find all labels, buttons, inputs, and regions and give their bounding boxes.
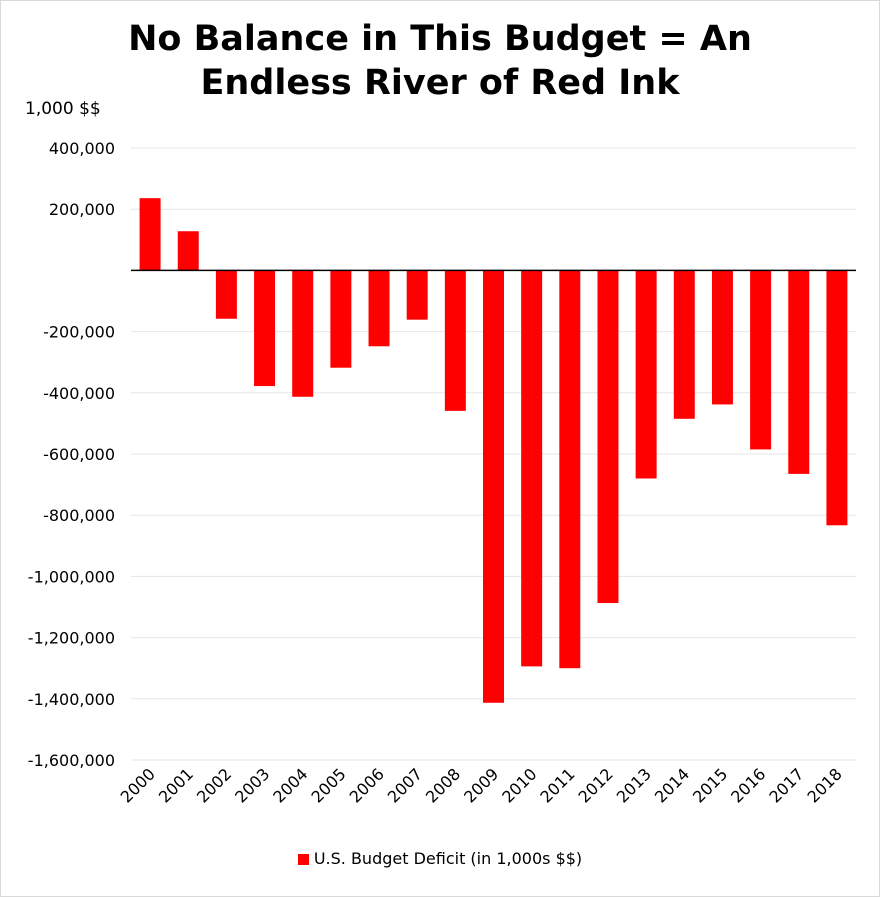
x-tick-label: 2004	[269, 764, 311, 806]
x-tick-label: 2002	[193, 764, 235, 806]
x-tick-label: 2006	[346, 764, 388, 806]
y-tick-label: 400,000	[49, 139, 115, 158]
bar-2013	[635, 270, 657, 479]
bar-2004	[292, 270, 314, 397]
x-tick-label: 2011	[536, 764, 578, 806]
bar-2018	[826, 270, 848, 526]
x-tick-label: 2018	[804, 764, 846, 806]
y-tick-label: -1,600,000	[28, 751, 115, 770]
bar-2000	[139, 198, 161, 271]
bars	[139, 198, 848, 703]
x-tick-label: 2007	[384, 764, 426, 806]
bar-2005	[330, 270, 352, 368]
x-tick-label: 2009	[460, 764, 502, 806]
y-tick-label: -200,000	[43, 323, 115, 342]
y-axis-unit-label: 1,000 $$	[25, 99, 101, 119]
bar-2002	[215, 270, 237, 319]
x-tick-label: 2015	[689, 764, 731, 806]
bar-2006	[368, 270, 390, 347]
bar-2009	[483, 270, 504, 703]
x-tick-label: 2014	[651, 764, 693, 806]
bar-2003	[254, 270, 276, 387]
y-tick-label: -1,400,000	[28, 690, 115, 709]
x-tick-label: 2003	[231, 764, 273, 806]
x-tick-label: 2017	[765, 764, 807, 806]
bar-2016	[750, 270, 772, 450]
legend: U.S. Budget Deficit (in 1,000s $$)	[1, 849, 879, 868]
x-tick-label: 2008	[422, 764, 464, 806]
y-tick-label: -600,000	[43, 445, 115, 464]
bar-2011	[559, 270, 581, 669]
x-tick-label: 2000	[117, 764, 159, 806]
y-tick-label: 200,000	[49, 200, 115, 219]
x-tick-label: 2013	[613, 764, 655, 806]
bar-2008	[444, 270, 466, 411]
bar-2007	[406, 270, 428, 320]
x-tick-label: 2005	[307, 764, 349, 806]
y-tick-label: -1,000,000	[28, 567, 115, 586]
bar-2012	[597, 270, 619, 604]
chart-title: No Balance in This Budget = An Endless R…	[128, 19, 752, 103]
y-tick-label: -400,000	[43, 384, 115, 403]
x-tick-label: 2001	[155, 764, 197, 806]
y-tick-label: -800,000	[43, 506, 115, 525]
legend-label: U.S. Budget Deficit (in 1,000s $$)	[313, 849, 583, 868]
bar-2001	[177, 231, 199, 271]
bar-2010	[521, 270, 543, 667]
x-tick-label: 2012	[575, 764, 617, 806]
y-tick-label: -1,200,000	[28, 629, 115, 648]
bar-2014	[673, 270, 695, 419]
x-tick-label: 2010	[498, 764, 540, 806]
bar-2017	[788, 270, 810, 474]
x-tick-label: 2016	[727, 764, 769, 806]
legend-swatch	[297, 854, 309, 865]
bar-2015	[711, 270, 733, 405]
